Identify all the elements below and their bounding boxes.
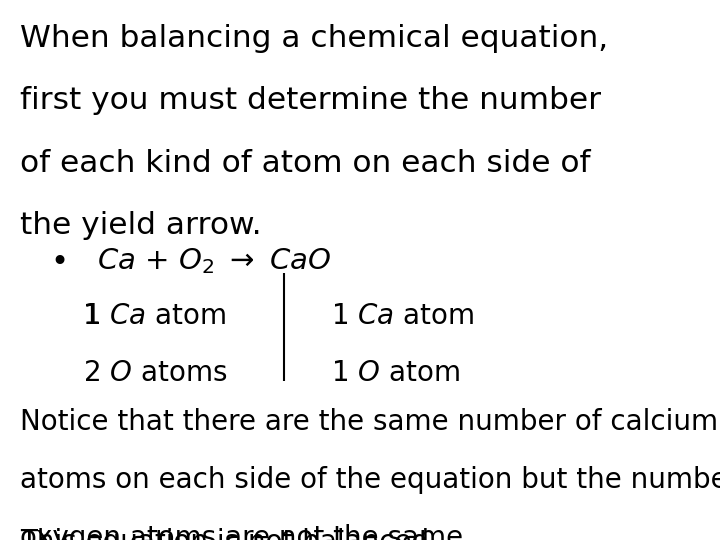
Text: •: • xyxy=(50,248,68,278)
Text: oxygen atoms are not the same.: oxygen atoms are not the same. xyxy=(20,524,472,540)
Text: 1 $\it{O}$ atom: 1 $\it{O}$ atom xyxy=(331,359,460,387)
Text: atoms on each side of the equation but the number of: atoms on each side of the equation but t… xyxy=(20,466,720,494)
Text: of each kind of atom on each side of: of each kind of atom on each side of xyxy=(20,148,590,178)
Text: When balancing a chemical equation,: When balancing a chemical equation, xyxy=(20,24,608,53)
Text: 1: 1 xyxy=(83,302,109,330)
Text: Notice that there are the same number of calcium: Notice that there are the same number of… xyxy=(20,408,719,436)
Text: 1 $\it{Ca}$ atom: 1 $\it{Ca}$ atom xyxy=(83,302,226,330)
Text: first you must determine the number: first you must determine the number xyxy=(20,86,601,116)
Text: the yield arrow.: the yield arrow. xyxy=(20,211,262,240)
Text: This equation is not balanced.: This equation is not balanced. xyxy=(20,528,438,540)
Text: $\it{Ca}$ + $\it{O}_2$ $\rightarrow$ $\it{CaO}$: $\it{Ca}$ + $\it{O}_2$ $\rightarrow$ $\i… xyxy=(97,246,331,275)
Text: 2 $\it{O}$ atoms: 2 $\it{O}$ atoms xyxy=(83,359,227,387)
Text: 1 $\it{Ca}$ atom: 1 $\it{Ca}$ atom xyxy=(331,302,474,330)
